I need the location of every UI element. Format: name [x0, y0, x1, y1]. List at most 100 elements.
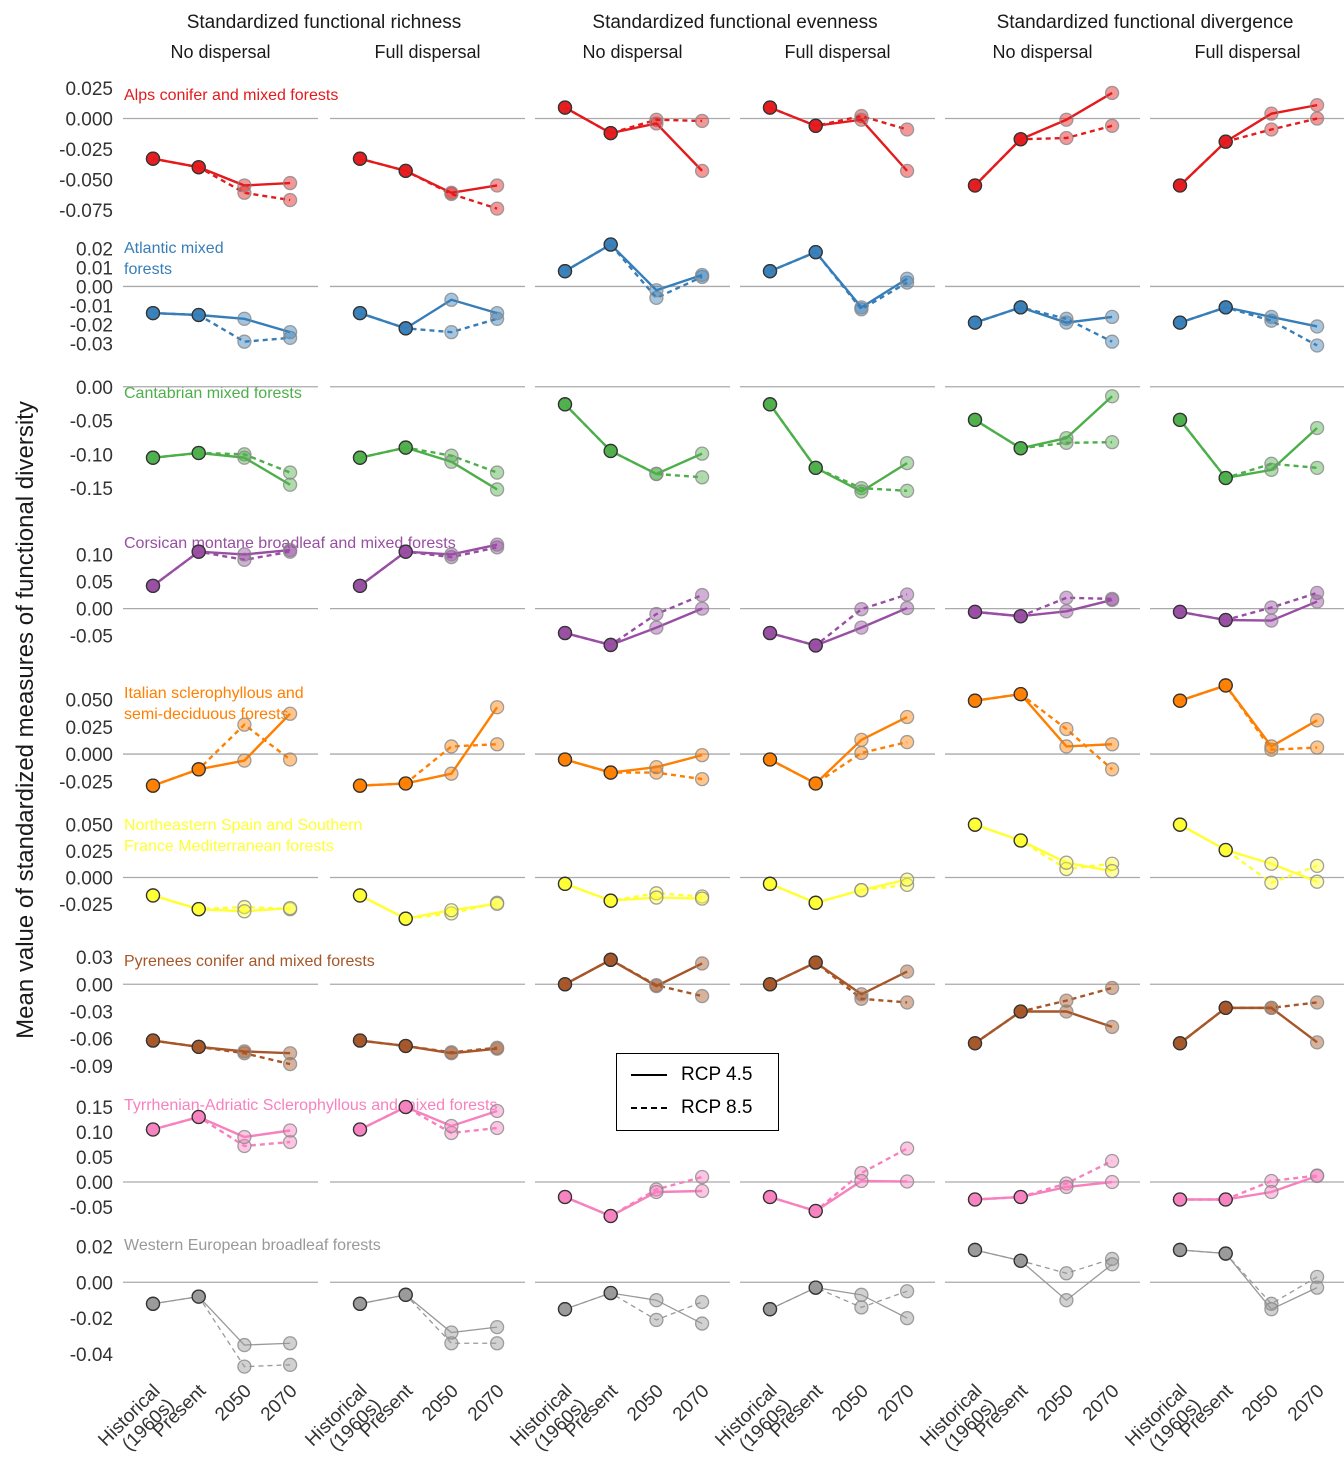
- series-line-rcp45-5-5: [1179, 823, 1318, 883]
- data-point-rcp45-6-4-2: [1059, 1004, 1074, 1019]
- series-line-rcp45-5-4: [974, 823, 1113, 873]
- panel-subtitle-1-0: No dispersal: [582, 42, 682, 62]
- data-point-rcp45-7-1-3: [489, 1103, 505, 1119]
- series-line-rcp45-3-2: [564, 607, 703, 647]
- series-line-rcp45-1-4: [974, 306, 1113, 324]
- series-line-rcp45-1-0: [152, 311, 291, 334]
- series-line-rcp85-2-5: [1179, 419, 1318, 480]
- data-point-rcp45-7-0-0: [145, 1122, 161, 1137]
- y-tick-label-6-2: -0.03: [70, 1003, 113, 1024]
- series-line-rcp45-3-5: [1179, 600, 1318, 622]
- data-point-rcp45-8-2-0: [557, 1302, 573, 1317]
- data-point-rcp85-7-4-2: [1059, 1176, 1074, 1191]
- y-tick-label-0-2: -0.025: [59, 140, 113, 161]
- series-line-rcp45-7-0: [152, 1115, 291, 1139]
- data-point-rcp85-0-1-3: [489, 201, 505, 216]
- data-point-rcp45-3-4-2: [1059, 604, 1074, 619]
- data-point-rcp45-8-3-2: [854, 1287, 869, 1302]
- series-line-rcp45-5-1: [359, 894, 498, 920]
- x-tick-label-0-2: 2050: [211, 1381, 256, 1426]
- data-point-rcp45-6-1-1: [398, 1038, 413, 1054]
- y-tick-label-5-0: 0.050: [65, 816, 113, 837]
- x-tick-label-5-2: 2050: [1238, 1381, 1283, 1426]
- data-point-rcp45-4-0-2: [237, 753, 252, 768]
- series-line-rcp85-0-2: [564, 106, 703, 135]
- data-point-rcp45-4-4-0: [967, 693, 983, 708]
- data-point-rcp45-5-1-1: [398, 911, 413, 926]
- series-line-rcp45-4-5: [1179, 684, 1318, 749]
- data-point-rcp45-0-3-0: [762, 100, 778, 115]
- data-point-rcp45-2-3-1: [808, 460, 823, 475]
- data-point-rcp45-6-1-2: [444, 1046, 459, 1061]
- data-point-rcp45-0-0-1: [191, 160, 206, 175]
- data-point-rcp85-7-3-2: [854, 1165, 869, 1181]
- series-line-rcp85-3-2: [564, 593, 703, 647]
- data-point-rcp85-6-3-2: [854, 991, 869, 1006]
- data-point-rcp45-1-0-3: [282, 324, 298, 340]
- series-line-rcp45-4-0: [152, 712, 291, 787]
- series-line-rcp85-7-4: [974, 1159, 1113, 1201]
- data-point-rcp85-6-4-3: [1104, 980, 1120, 996]
- data-point-rcp85-4-5-2: [1264, 742, 1279, 757]
- data-point-rcp45-3-2-2: [649, 620, 664, 635]
- series-line-rcp45-5-2: [564, 882, 703, 902]
- data-point-rcp45-4-5-1: [1218, 678, 1233, 693]
- data-point-rcp45-3-0-2: [237, 547, 252, 562]
- data-point-rcp45-1-2-0: [557, 264, 573, 279]
- region-label-1: Atlantic mixed forests: [124, 240, 224, 278]
- data-point-rcp45-4-1-0: [352, 778, 368, 793]
- data-point-rcp45-4-2-1: [603, 765, 618, 780]
- y-tick-label-8-0: 0.02: [76, 1237, 113, 1258]
- series-line-rcp45-2-1: [359, 446, 498, 491]
- data-point-rcp45-2-0-1: [191, 445, 206, 461]
- data-point-rcp45-1-3-0: [762, 264, 778, 279]
- data-point-rcp45-8-3-1: [808, 1280, 823, 1295]
- series-line-rcp85-2-4: [974, 418, 1113, 450]
- data-point-rcp45-7-4-0: [967, 1192, 983, 1207]
- data-point-rcp45-1-3-1: [808, 244, 823, 260]
- series-line-rcp45-4-1: [359, 706, 499, 787]
- data-point-rcp85-1-4-3: [1104, 334, 1120, 349]
- data-point-rcp85-4-1-2: [444, 739, 459, 754]
- series-line-rcp45-3-1: [359, 543, 498, 587]
- data-point-rcp45-8-1-0: [352, 1296, 368, 1311]
- data-point-rcp45-3-1-2: [444, 547, 459, 562]
- y-tick-label-4-0: 0.050: [65, 691, 113, 712]
- data-point-rcp45-0-2-2: [649, 116, 664, 131]
- data-point-rcp45-3-4-3: [1104, 592, 1120, 608]
- data-point-rcp45-1-5-3: [1309, 319, 1325, 334]
- data-point-rcp85-5-5-3: [1309, 858, 1325, 874]
- data-point-rcp45-8-0-2: [237, 1337, 252, 1353]
- data-point-rcp45-6-3-3: [899, 964, 915, 979]
- data-point-rcp45-3-2-0: [557, 625, 573, 641]
- data-point-rcp85-6-4-2: [1059, 993, 1074, 1008]
- data-point-rcp45-0-4-1: [1013, 132, 1028, 147]
- region-label-7: Tyrrhenian-Adriatic Sclerophyllous and m…: [124, 1097, 498, 1114]
- data-point-rcp45-8-2-3: [694, 1316, 710, 1331]
- y-tick-label-2-3: -0.15: [70, 479, 113, 500]
- y-tick-label-6-0: 0.03: [76, 948, 113, 969]
- y-tick-label-7-1: 0.10: [76, 1123, 113, 1144]
- data-point-rcp45-1-1-1: [398, 321, 413, 336]
- data-point-rcp45-0-2-0: [557, 100, 573, 115]
- series-line-rcp45-7-4: [974, 1180, 1113, 1201]
- panel-subtitle-0-0: No dispersal: [170, 42, 270, 62]
- data-point-rcp45-7-5-3: [1309, 1168, 1325, 1184]
- y-tick-label-2-0: 0.00: [76, 378, 113, 399]
- y-tick-label-3-1: 0.05: [76, 573, 113, 594]
- data-point-rcp45-7-2-1: [603, 1208, 618, 1224]
- data-point-rcp45-0-4-0: [967, 178, 983, 193]
- data-point-rcp45-3-2-1: [603, 637, 618, 653]
- data-point-rcp85-0-4-3: [1104, 118, 1120, 133]
- data-point-rcp45-0-4-2: [1059, 112, 1074, 127]
- data-point-rcp85-1-0-3: [282, 330, 298, 346]
- y-tick-label-0-4: -0.075: [59, 201, 113, 222]
- data-point-rcp85-2-3-3: [899, 483, 915, 498]
- y-tick-label-4-2: 0.000: [65, 745, 113, 766]
- data-point-rcp45-4-0-1: [191, 762, 206, 777]
- data-point-rcp45-4-2-3: [694, 747, 710, 763]
- series-line-rcp85-1-4: [974, 306, 1113, 343]
- series-line-rcp45-7-2: [564, 1189, 703, 1218]
- data-point-rcp45-2-3-3: [899, 455, 915, 471]
- data-point-rcp45-3-5-3: [1309, 594, 1325, 609]
